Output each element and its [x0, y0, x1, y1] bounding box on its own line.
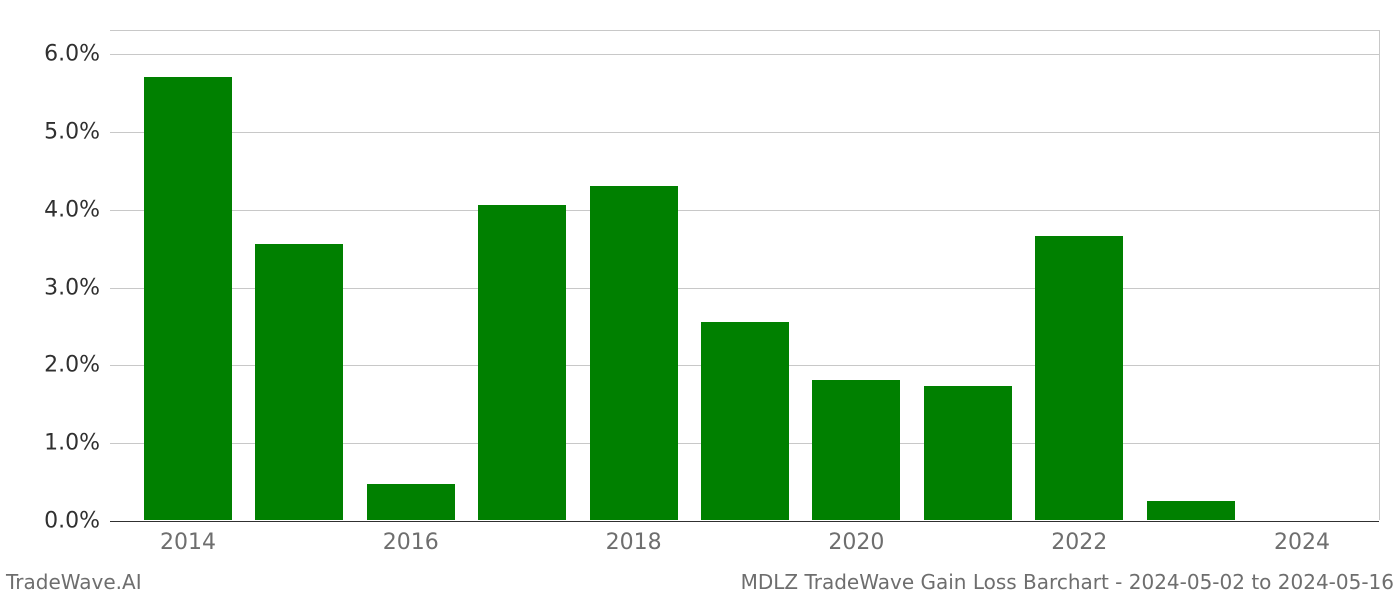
footer-left: TradeWave.AI [6, 570, 142, 594]
gridline [110, 132, 1379, 133]
footer-right: MDLZ TradeWave Gain Loss Barchart - 2024… [741, 570, 1394, 594]
bar-2014 [144, 77, 232, 520]
bar-2018 [590, 186, 678, 520]
y-tick-label: 0.0% [44, 509, 100, 534]
x-tick-label: 2014 [160, 530, 216, 555]
bar-2019 [701, 322, 789, 520]
y-tick-label: 5.0% [44, 120, 100, 145]
gridline [110, 54, 1379, 55]
y-tick-label: 2.0% [44, 353, 100, 378]
gridline [110, 210, 1379, 211]
bar-chart: 0.0%1.0%2.0%3.0%4.0%5.0%6.0%201420162018… [110, 30, 1380, 520]
bar-2022 [1035, 236, 1123, 520]
bar-2017 [478, 205, 566, 520]
plot-area: 0.0%1.0%2.0%3.0%4.0%5.0%6.0%201420162018… [110, 30, 1380, 520]
bar-2016 [367, 484, 455, 520]
y-tick-label: 6.0% [44, 42, 100, 67]
bar-2015 [255, 244, 343, 520]
x-tick-label: 2022 [1051, 530, 1107, 555]
bar-2021 [924, 386, 1012, 520]
x-tick-label: 2020 [828, 530, 884, 555]
y-tick-label: 1.0% [44, 431, 100, 456]
y-tick-label: 4.0% [44, 197, 100, 222]
x-axis-baseline [110, 521, 1379, 522]
x-tick-label: 2018 [606, 530, 662, 555]
x-tick-label: 2016 [383, 530, 439, 555]
bar-2020 [812, 380, 900, 520]
bar-2023 [1147, 501, 1235, 520]
x-tick-label: 2024 [1274, 530, 1330, 555]
y-tick-label: 3.0% [44, 275, 100, 300]
